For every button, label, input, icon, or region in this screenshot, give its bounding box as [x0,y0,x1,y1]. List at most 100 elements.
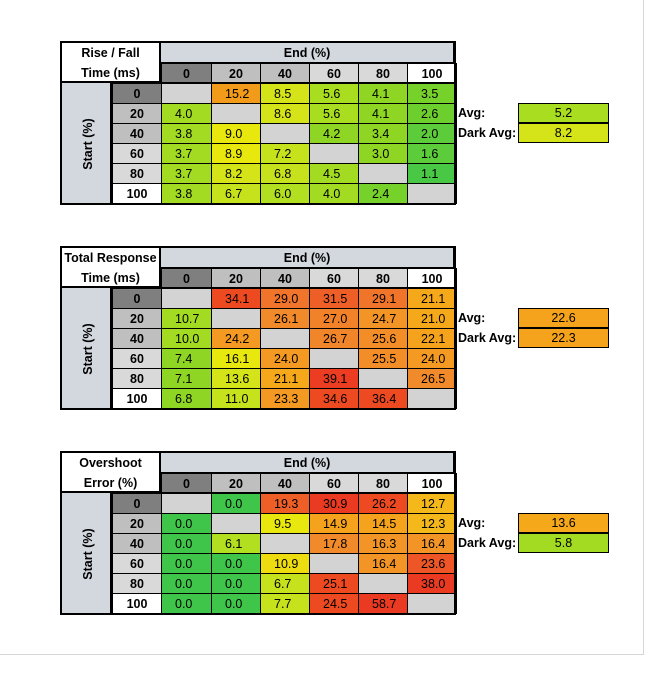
heatmap-cell: 4.0 [309,183,359,204]
heatmap-cell: 7.1 [161,368,212,389]
column-header: 60 [309,473,359,493]
summary-value: 5.8 [518,533,609,553]
y-axis-title: Start (%) [81,528,95,580]
row-header: 40 [112,328,162,349]
heatmap-cell: 1.6 [407,143,457,164]
heatmap-cell: 25.6 [358,328,408,349]
heatmap-cell: 0.0 [161,533,212,554]
heatmap-cell: 26.2 [358,493,408,514]
heatmap-cell: 0.0 [211,593,261,614]
heatmap-cell [161,493,212,514]
heatmap-cell [309,553,359,574]
heatmap-cell: 30.9 [309,493,359,514]
heatmap-cell: 8.2 [211,163,261,184]
summary-label: Dark Avg: [458,126,517,140]
heatmap-cell: 16.4 [407,533,457,554]
summary-label: Avg: [458,311,486,325]
heatmap-cell: 0.0 [161,573,212,594]
heatmap-cell: 6.7 [260,573,310,594]
row-header: 60 [112,348,162,369]
heatmap-cell: 34.1 [211,288,261,309]
rise-fall-table: Rise / Fall Time (ms) End (%) Start (%) 0 20 4… [60,41,640,207]
row-header: 40 [112,123,162,144]
heatmap-cell: 6.7 [211,183,261,204]
heatmap-cell: 15.2 [211,83,261,104]
row-header: 60 [112,143,162,164]
heatmap-cell: 21.1 [260,368,310,389]
heatmap-cell: 34.6 [309,388,359,409]
column-header: 60 [309,268,359,288]
column-header: 20 [211,473,261,493]
heatmap-cell [260,123,310,144]
heatmap-cell: 3.8 [161,183,212,204]
heatmap-cell: 9.5 [260,513,310,534]
heatmap-cell: 3.7 [161,163,212,184]
heatmap-cell: 4.2 [309,123,359,144]
y-axis-title-cell: Start (%) [60,288,112,410]
heatmap-cell: 7.7 [260,593,310,614]
heatmap-cell [358,573,408,594]
heatmap-cell: 0.0 [161,593,212,614]
heatmap-cell: 3.7 [161,143,212,164]
heatmap-cell: 1.1 [407,163,457,184]
column-header: 0 [161,268,212,288]
heatmap-cell: 25.1 [309,573,359,594]
heatmap-cell: 2.4 [358,183,408,204]
heatmap-cell [211,103,261,124]
column-header: 80 [358,63,408,83]
corner-label-line: Time (ms) [81,271,140,285]
total-response-table: Total Response Time (ms) End (%) Start (%) 0… [60,246,640,412]
heatmap-cell [260,328,310,349]
row-header: 100 [112,388,162,409]
row-header: 80 [112,163,162,184]
heatmap-cell: 3.0 [358,143,408,164]
column-header: 40 [260,268,310,288]
column-header: 80 [358,473,408,493]
heatmap-cell: 19.3 [260,493,310,514]
corner-label-line: Total Response [64,251,157,265]
heatmap-cell: 0.0 [161,513,212,534]
heatmap-cell: 36.4 [358,388,408,409]
corner-label-line: Rise / Fall [81,46,140,60]
heatmap-cell: 8.6 [260,103,310,124]
heatmap-cell: 24.0 [407,348,457,369]
heatmap-cell: 26.7 [309,328,359,349]
heatmap-cell: 29.1 [358,288,408,309]
heatmap-cell: 5.6 [309,103,359,124]
column-header: 100 [407,63,457,83]
corner-label: Rise / Fall Time (ms) [60,41,161,83]
heatmap-cell: 12.7 [407,493,457,514]
summary-label: Dark Avg: [458,536,517,550]
heatmap-cell: 11.0 [211,388,261,409]
heatmap-cell [161,288,212,309]
heatmap-cell: 2.0 [407,123,457,144]
heatmap-cell: 10.7 [161,308,212,329]
heatmap-cell: 23.3 [260,388,310,409]
row-header: 40 [112,533,162,554]
heatmap-cell: 4.5 [309,163,359,184]
corner-label-line: Overshoot [79,456,142,470]
row-header: 20 [112,103,162,124]
heatmap-cell: 39.1 [309,368,359,389]
summary-value: 13.6 [518,513,609,533]
heatmap-cell [407,388,457,409]
column-header: 20 [211,63,261,83]
heatmap-cell: 16.3 [358,533,408,554]
heatmap-cell: 6.0 [260,183,310,204]
heatmap-cell: 38.0 [407,573,457,594]
heatmap-cell: 12.3 [407,513,457,534]
row-header: 0 [112,83,162,104]
x-axis-title: End (%) [161,41,455,63]
summary-value: 22.6 [518,308,609,328]
summary-value: 22.3 [518,328,609,348]
row-header: 0 [112,493,162,514]
heatmap-cell [211,513,261,534]
heatmap-cell: 24.7 [358,308,408,329]
heatmap-cell: 0.0 [211,573,261,594]
corner-label: Overshoot Error (%) [60,451,161,493]
heatmap-cell: 16.1 [211,348,261,369]
heatmap-cell: 8.5 [260,83,310,104]
summary-label: Dark Avg: [458,331,517,345]
column-header: 100 [407,268,457,288]
heatmap-cell: 5.6 [309,83,359,104]
